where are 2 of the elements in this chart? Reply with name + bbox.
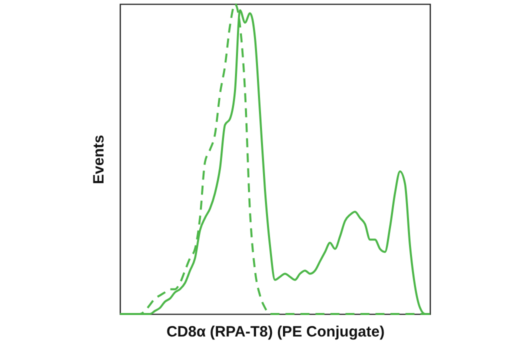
x-axis-title: CD8α (RPA-T8) (PE Conjugate): [166, 324, 385, 340]
y-axis-title: Events: [90, 134, 108, 184]
